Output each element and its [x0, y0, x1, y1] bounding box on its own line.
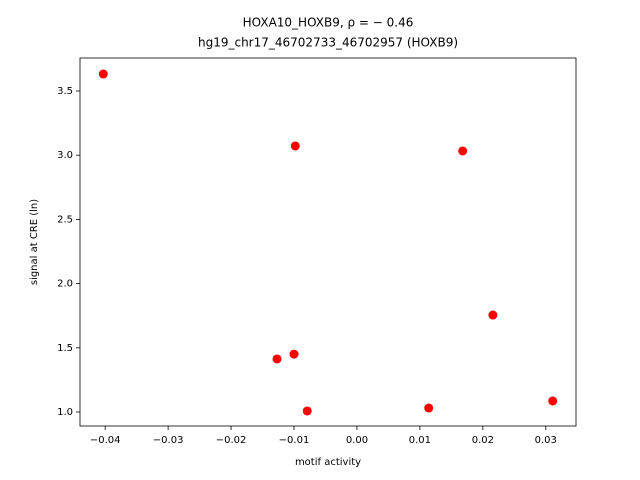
point	[272, 354, 282, 364]
point	[424, 403, 434, 413]
chart-subtitle: hg19_chr17_46702733_46702957 (HOXB9)	[198, 36, 458, 50]
x-tick-label: −0.03	[153, 435, 184, 446]
x-axis-label: motif activity	[295, 457, 361, 468]
chart-title: HOXA10_HOXB9, ρ = − 0.46	[243, 16, 414, 30]
x-tick-label: 0.03	[535, 435, 557, 446]
point	[302, 406, 312, 416]
y-tick-label: 2.0	[57, 279, 73, 290]
point	[458, 146, 468, 156]
y-tick-label: 3.5	[57, 86, 73, 97]
point	[98, 69, 108, 79]
y-axis-label: signal at CRE (ln)	[29, 199, 40, 285]
x-tick-label: −0.04	[90, 435, 121, 446]
point	[488, 310, 498, 320]
point	[289, 349, 299, 359]
y-tick-label: 1.5	[57, 343, 73, 354]
point	[290, 141, 300, 151]
y-tick-label: 1.0	[57, 407, 73, 418]
y-tick-label: 3.0	[57, 150, 73, 161]
plot-frame	[79, 57, 577, 427]
x-tick-label: 0.00	[346, 435, 368, 446]
x-tick-label: −0.01	[279, 435, 310, 446]
point	[548, 396, 558, 406]
x-tick-label: −0.02	[216, 435, 247, 446]
y-tick-label: 2.5	[57, 214, 73, 225]
x-tick-label: 0.01	[409, 435, 431, 446]
x-tick-label: 0.02	[472, 435, 494, 446]
